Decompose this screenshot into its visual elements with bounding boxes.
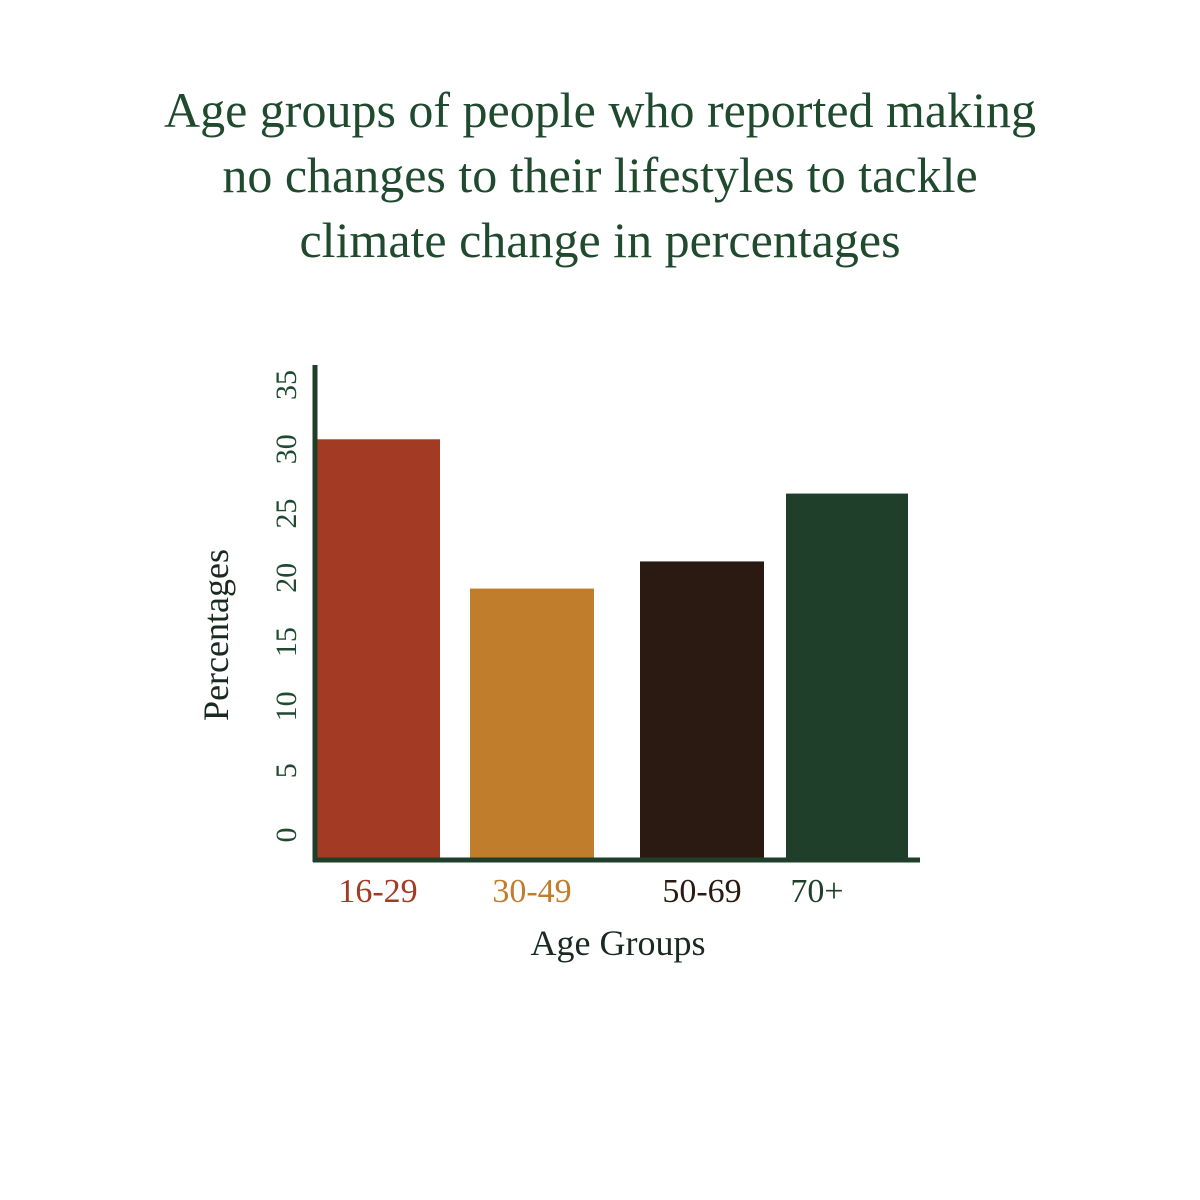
y-tick-label: 35 <box>270 370 303 400</box>
y-tick-label: 5 <box>270 763 303 778</box>
bar-50-69 <box>640 561 764 860</box>
y-tick-label: 10 <box>270 691 303 721</box>
y-tick-label: 25 <box>270 499 303 529</box>
y-tick-label: 20 <box>270 563 303 593</box>
x-tick-label: 30-49 <box>492 873 571 910</box>
y-axis-label: Percentages <box>196 549 236 721</box>
y-tick-label: 15 <box>270 627 303 657</box>
bar-30-49 <box>470 588 594 860</box>
chart-title: Age groups of people who reported making… <box>164 82 1036 268</box>
x-tick-label: 50-69 <box>662 873 741 910</box>
bar-70+ <box>786 493 908 860</box>
bar-16-29 <box>316 439 440 860</box>
x-axis-label: Age Groups <box>531 923 706 963</box>
x-tick-label: 16-29 <box>338 873 417 910</box>
y-tick-label: 0 <box>270 828 303 843</box>
y-tick-label: 30 <box>270 434 303 464</box>
x-tick-label: 70+ <box>790 873 843 910</box>
